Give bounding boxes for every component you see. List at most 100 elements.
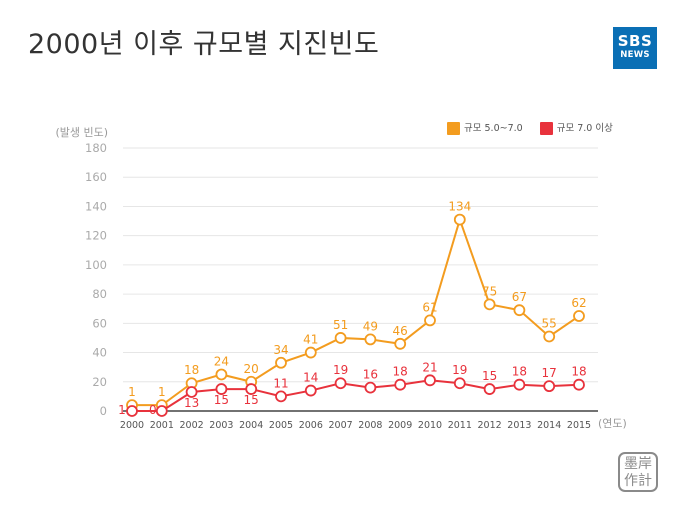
data-point bbox=[304, 384, 317, 397]
data-label: 15 bbox=[482, 369, 497, 383]
data-point bbox=[424, 374, 436, 387]
data-point bbox=[543, 330, 556, 343]
data-point bbox=[304, 346, 317, 359]
x-tick-label: 2011 bbox=[448, 420, 472, 431]
y-tick-label: 40 bbox=[92, 346, 107, 360]
x-tick-label: 2012 bbox=[478, 420, 502, 431]
x-tick-label: 2001 bbox=[150, 420, 174, 431]
chart-legend: 규모 5.0~7.0 규모 7.0 이상 bbox=[447, 120, 627, 135]
data-label: 11 bbox=[273, 376, 288, 390]
logo-line-2: NEWS bbox=[620, 50, 650, 60]
legend-swatch-orange bbox=[447, 122, 460, 135]
chart-grid bbox=[123, 147, 598, 383]
x-tick-label: 2013 bbox=[507, 420, 531, 431]
y-tick-label: 100 bbox=[85, 258, 107, 272]
data-label: 19 bbox=[452, 363, 467, 377]
x-tick-label: 2009 bbox=[388, 420, 412, 431]
data-point bbox=[543, 380, 556, 393]
data-label: 61 bbox=[422, 300, 437, 314]
data-label: 20 bbox=[244, 362, 259, 376]
x-tick-label: 2015 bbox=[567, 420, 591, 431]
y-tick-label: 120 bbox=[85, 229, 107, 243]
data-label: 13 bbox=[184, 396, 199, 410]
y-tick-label: 0 bbox=[100, 404, 107, 418]
data-point bbox=[215, 383, 228, 395]
data-label: 16 bbox=[363, 368, 378, 382]
data-point bbox=[126, 405, 138, 417]
data-point bbox=[394, 378, 407, 391]
data-point bbox=[573, 310, 585, 322]
data-point bbox=[424, 314, 436, 327]
data-point bbox=[364, 333, 377, 346]
data-label: 24 bbox=[214, 354, 229, 368]
data-label: 75 bbox=[482, 284, 497, 298]
sbs-news-logo: SBS NEWS bbox=[613, 27, 657, 69]
y-tick-label: 160 bbox=[85, 170, 107, 184]
x-tick-label: 2000 bbox=[120, 420, 144, 431]
legend-label-magnitude-7-plus: 규모 7.0 이상 bbox=[556, 123, 613, 134]
x-tick-label: 2008 bbox=[358, 420, 382, 431]
page-title: 2000년 이후 규모별 지진빈도 bbox=[28, 29, 380, 60]
data-label: 18 bbox=[184, 363, 199, 377]
data-label: 34 bbox=[273, 343, 288, 357]
logo-line-1: SBS bbox=[617, 32, 653, 50]
data-point bbox=[215, 368, 228, 381]
data-point bbox=[483, 383, 496, 395]
y-tick-label: 140 bbox=[85, 199, 107, 213]
data-point bbox=[334, 377, 347, 390]
y-tick-label: 80 bbox=[92, 287, 107, 301]
data-label: 15 bbox=[214, 393, 229, 407]
data-label: 41 bbox=[303, 333, 318, 347]
data-label: 18 bbox=[571, 365, 586, 379]
x-tick-label: 2007 bbox=[329, 420, 353, 431]
x-axis-label: (연도) bbox=[598, 417, 627, 430]
data-label: 21 bbox=[422, 360, 437, 374]
legend-item-magnitude-7-plus: 규모 7.0 이상 bbox=[539, 120, 613, 135]
data-point bbox=[573, 378, 585, 391]
data-label: 1 bbox=[158, 385, 166, 399]
x-tick-label: 2002 bbox=[180, 420, 204, 431]
x-tick-label: 2004 bbox=[239, 420, 263, 431]
y-tick-label: 60 bbox=[92, 316, 107, 330]
data-label: 15 bbox=[244, 393, 259, 407]
legend-item-magnitude-5-7: 규모 5.0~7.0 bbox=[447, 120, 523, 135]
x-tick-label: 2006 bbox=[299, 420, 323, 431]
y-tick-label: 20 bbox=[92, 375, 107, 389]
data-label: 55 bbox=[542, 316, 557, 330]
artist-seal: 墨岸 作計 bbox=[618, 452, 658, 492]
data-label: 49 bbox=[363, 319, 378, 333]
data-label: 19 bbox=[333, 363, 348, 377]
x-tick-label: 2014 bbox=[537, 420, 561, 431]
series-line bbox=[132, 216, 580, 407]
data-label: 17 bbox=[542, 366, 557, 380]
data-point bbox=[513, 378, 526, 391]
data-label: 67 bbox=[512, 290, 527, 304]
x-tick-label: 2003 bbox=[209, 420, 233, 431]
y-axis-label: (발생 빈도) bbox=[55, 126, 108, 139]
data-label: 51 bbox=[333, 318, 348, 332]
legend-label-magnitude-5-7: 규모 5.0~7.0 bbox=[464, 123, 523, 134]
x-tick-label: 2010 bbox=[418, 420, 442, 431]
data-point bbox=[185, 386, 198, 398]
data-label: 18 bbox=[512, 365, 527, 379]
data-label: 1 bbox=[118, 403, 126, 417]
data-point bbox=[245, 383, 258, 395]
data-point bbox=[483, 298, 496, 311]
y-tick-label: 180 bbox=[85, 141, 107, 155]
series-line bbox=[132, 379, 580, 412]
data-label: 134 bbox=[448, 200, 471, 214]
data-label: 0 bbox=[149, 403, 157, 417]
data-label: 18 bbox=[393, 365, 408, 379]
data-point bbox=[275, 390, 287, 403]
x-tick-label: 2005 bbox=[269, 420, 293, 431]
data-point bbox=[275, 356, 287, 369]
data-point bbox=[155, 405, 168, 417]
data-point bbox=[334, 332, 347, 344]
data-label: 62 bbox=[571, 296, 586, 310]
data-point bbox=[453, 377, 466, 390]
data-point bbox=[364, 381, 377, 394]
data-label: 46 bbox=[393, 324, 408, 338]
